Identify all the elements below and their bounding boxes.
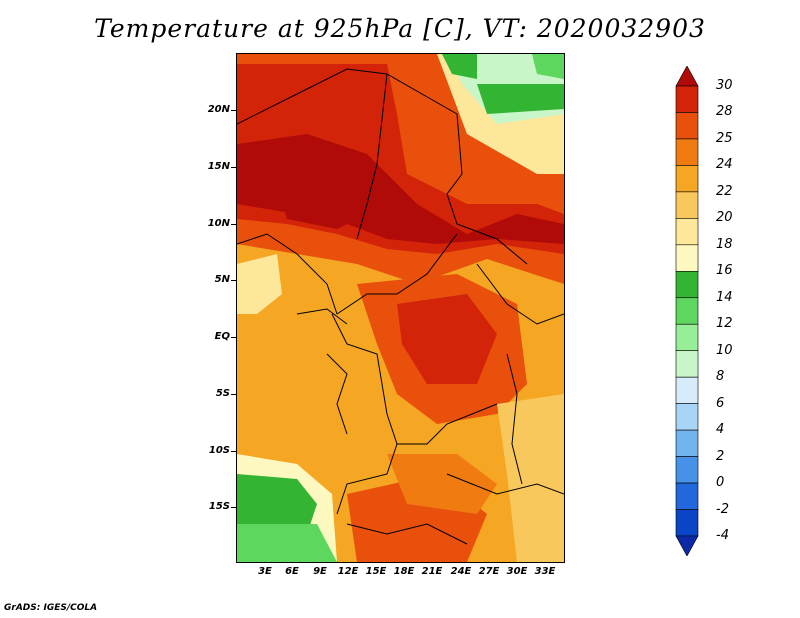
colorbar [675, 66, 699, 556]
lat-label-15s: 15S [208, 501, 230, 512]
temperature-map [236, 53, 565, 563]
lat-label-15n: 15N [207, 161, 230, 172]
lat-label-20n: 20N [207, 104, 230, 115]
colorbar-swatch [675, 191, 699, 219]
lon-label-12e: 12E [337, 566, 359, 577]
colorbar-swatch [675, 244, 699, 272]
lon-label-9e: 9E [313, 566, 327, 577]
colorbar-swatch [675, 323, 699, 352]
colorbar-swatch [675, 535, 699, 556]
lat-tick [231, 507, 236, 508]
colorbar-swatch [675, 376, 699, 404]
colorbar-label: 30 [716, 78, 733, 93]
colorbar-label: 20 [716, 210, 733, 226]
colorbar-label: 24 [716, 157, 733, 173]
colorbar-swatch [675, 218, 699, 246]
lat-tick [231, 337, 236, 338]
colorbar-label: -2 [716, 501, 729, 517]
colorbar-label: -4 [716, 528, 729, 543]
colorbar-swatch [675, 270, 699, 299]
colorbar-label: 6 [716, 395, 725, 411]
lon-label-18e: 18E [393, 566, 415, 577]
colorbar-swatch [675, 138, 699, 166]
colorbar-label: 16 [716, 263, 733, 279]
lat-label-5s: 5S [215, 388, 230, 399]
colorbar-label: 10 [716, 342, 733, 358]
colorbar-swatch [675, 66, 699, 87]
credit-text: GrADS: IGES/COLA [4, 603, 98, 613]
colorbar-swatch [675, 509, 699, 537]
colorbar-label: 0 [716, 475, 725, 491]
colorbar-swatch [675, 85, 699, 113]
lat-tick [231, 280, 236, 281]
lat-label-10n: 10N [207, 218, 230, 229]
colorbar-label: 4 [716, 422, 725, 438]
lon-label-33e: 33E [534, 566, 556, 577]
colorbar-swatch [675, 482, 699, 510]
lat-label-10s: 10S [208, 445, 230, 456]
colorbar-label: 22 [716, 183, 733, 199]
lon-label-27e: 27E [478, 566, 500, 577]
map-title: Temperature at 925hPa [C], VT: 202003290… [94, 14, 706, 43]
lon-label-24e: 24E [450, 566, 472, 577]
colorbar-swatch [675, 456, 699, 484]
colorbar-swatch [675, 165, 699, 193]
temperature-field [237, 54, 564, 562]
colorbar-label: 12 [716, 316, 733, 332]
colorbar-label: 8 [716, 369, 725, 385]
lon-label-30e: 30E [506, 566, 528, 577]
lat-label-5n: 5N [214, 274, 230, 285]
colorbar-label: 28 [716, 104, 733, 120]
lat-tick [231, 451, 236, 452]
colorbar-label: 18 [716, 236, 733, 252]
lat-tick [231, 110, 236, 111]
colorbar-swatch [675, 403, 699, 431]
lat-tick [231, 167, 236, 168]
lat-label-eq: EQ [214, 331, 230, 342]
colorbar-swatch [675, 112, 699, 140]
lon-label-3e: 3E [258, 566, 272, 577]
lon-label-21e: 21E [421, 566, 443, 577]
colorbar-swatch [675, 429, 699, 457]
colorbar-swatch [675, 350, 699, 378]
colorbar-label: 14 [716, 289, 733, 305]
lon-label-15e: 15E [365, 566, 387, 577]
colorbar-label: 2 [716, 448, 725, 464]
colorbar-swatch [675, 297, 699, 325]
colorbar-label: 25 [716, 130, 733, 146]
lat-tick [231, 394, 236, 395]
lon-label-6e: 6E [285, 566, 299, 577]
lat-tick [231, 224, 236, 225]
